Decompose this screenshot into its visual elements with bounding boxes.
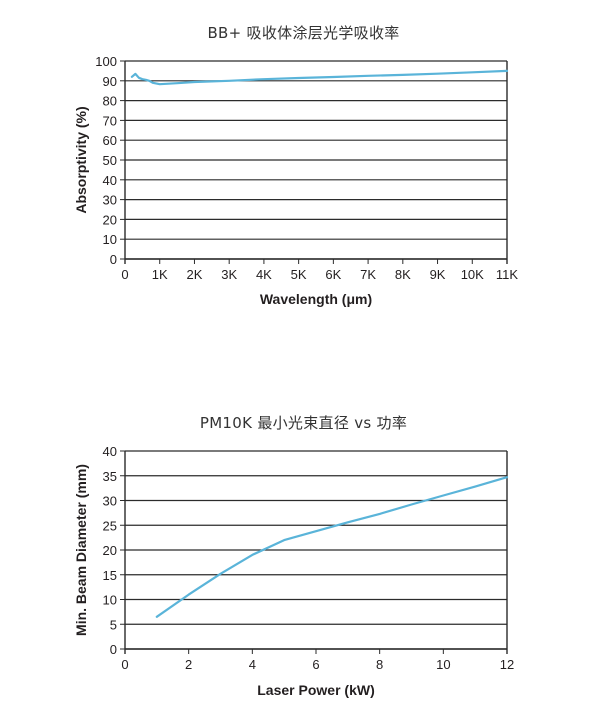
- x-tick-label: 6K: [325, 267, 341, 282]
- y-tick-label: 60: [103, 133, 117, 148]
- y-tick-label: 30: [103, 193, 117, 208]
- x-tick-label: 4: [249, 657, 256, 672]
- x-tick-label: 2K: [187, 267, 203, 282]
- y-tick-label: 25: [103, 518, 117, 533]
- x-tick-label: 2: [185, 657, 192, 672]
- y-tick-label: 5: [110, 617, 117, 632]
- beam-diameter-chart: PM10K 最小光束直径 vs 功率 0 5 10 15 20 25 30 35 40 0 2 4 6 8…: [0, 395, 607, 728]
- y-tick-label: 90: [103, 74, 117, 89]
- x-tick-label: 0: [121, 657, 128, 672]
- y-tick-label: 40: [103, 173, 117, 188]
- x-tick-label: 1K: [152, 267, 168, 282]
- y-tick-label: 15: [103, 568, 117, 583]
- y-tick-label: 40: [103, 444, 117, 459]
- y-tick-label: 80: [103, 94, 117, 109]
- x-tick-label: 5K: [291, 267, 307, 282]
- x-tick-label: 11K: [496, 267, 518, 282]
- y-tick-label: 20: [103, 543, 117, 558]
- x-tick-label: 3K: [221, 267, 237, 282]
- beam-diameter-plot: 0 5 10 15 20 25 30 35 40 0 2 4 6 8 10 12 Laser Power (kW…: [73, 444, 514, 698]
- y-tick-label: 35: [103, 469, 117, 484]
- chart-title: PM10K 最小光束直径 vs 功率: [199, 414, 408, 432]
- x-tick-label: 7K: [360, 267, 376, 282]
- data-line: [155, 476, 509, 618]
- x-axis-label: Wavelength (μm): [260, 291, 372, 307]
- absorptivity-chart: BB+ 吸收体涂层光学吸收率 0 10 20 30 40 50 60 70 80 90 100 0 1K…: [0, 0, 607, 320]
- x-tick-label: 12: [500, 657, 514, 672]
- y-tick-label: 20: [103, 212, 117, 227]
- x-tick-label: 10: [436, 657, 450, 672]
- absorptivity-plot: 0 10 20 30 40 50 60 70 80 90 100 0 1K 2K 3K 4K 5K 6K 7K 8K 9…: [73, 54, 518, 307]
- x-tick-label: 8: [376, 657, 383, 672]
- chart-title: BB+ 吸收体涂层光学吸收率: [207, 24, 400, 42]
- x-tick-label: 9K: [430, 267, 446, 282]
- y-tick-label: 50: [103, 153, 117, 168]
- x-axis-label: Laser Power (kW): [257, 682, 374, 698]
- y-tick-label: 10: [103, 232, 117, 247]
- x-tick-label: 10K: [461, 267, 484, 282]
- y-tick-label: 100: [95, 54, 117, 69]
- y-tick-label: 0: [110, 252, 117, 267]
- x-tick-label: 8K: [395, 267, 411, 282]
- x-tick-label: 0: [121, 267, 128, 282]
- y-tick-label: 0: [110, 642, 117, 657]
- y-tick-label: 10: [103, 593, 117, 608]
- x-tick-label: 4K: [256, 267, 272, 282]
- data-line: [130, 69, 509, 86]
- y-tick-label: 70: [103, 113, 117, 128]
- x-tick-label: 6: [312, 657, 319, 672]
- y-axis-label: Min. Beam Diameter (mm): [73, 464, 89, 636]
- y-axis-label: Absorptivity (%): [73, 106, 89, 213]
- y-tick-label: 30: [103, 494, 117, 509]
